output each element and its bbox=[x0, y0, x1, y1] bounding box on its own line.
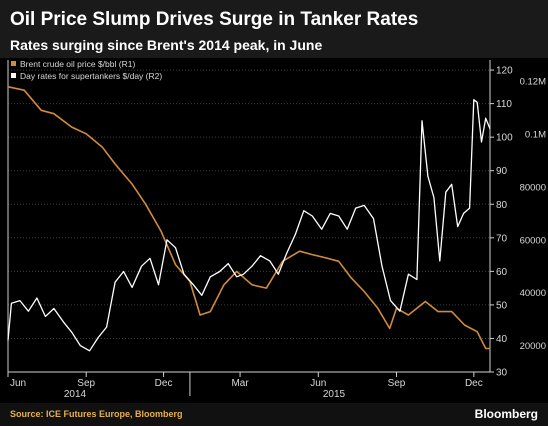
r1-tick-label: 40 bbox=[496, 334, 508, 345]
year-label-2015: 2015 bbox=[323, 389, 346, 400]
r1-tick-label: 60 bbox=[496, 267, 508, 278]
r1-tick-label: 50 bbox=[496, 300, 508, 311]
r1-tick-label: 100 bbox=[496, 133, 513, 144]
x-tick-label: Mar bbox=[231, 378, 249, 389]
chart-subtitle: Rates surging since Brent's 2014 peak, i… bbox=[10, 37, 322, 53]
x-tick-label: Sep bbox=[77, 378, 95, 389]
footer-band bbox=[0, 403, 548, 426]
legend-swatch-brent bbox=[11, 61, 16, 66]
x-tick-label: Jun bbox=[10, 378, 26, 389]
x-tick-label: Jun bbox=[310, 378, 326, 389]
series-line-tanker-rates bbox=[7, 99, 491, 352]
series-line-brent bbox=[7, 86, 490, 350]
r1-tick-label: 80 bbox=[496, 200, 508, 211]
x-tick-label: Dec bbox=[465, 378, 483, 389]
r2-tick-label: 40000 bbox=[520, 288, 546, 299]
r2-tick-label: 0.1M bbox=[525, 130, 546, 141]
legend: Brent crude oil price $/bbl (R1) Day rat… bbox=[11, 59, 162, 81]
r1-tick-label: 120 bbox=[496, 66, 513, 77]
year-label-2014: 2014 bbox=[64, 389, 87, 400]
legend-swatch-tanker bbox=[11, 73, 16, 78]
chart-title: Oil Price Slump Drives Surge in Tanker R… bbox=[10, 9, 418, 30]
r2-tick-label: 80000 bbox=[520, 182, 546, 193]
series-layer bbox=[7, 86, 491, 352]
r1-tick-label: 110 bbox=[496, 99, 512, 110]
x-tick-label: Dec bbox=[155, 378, 173, 389]
bloomberg-logo: Bloomberg bbox=[475, 407, 538, 421]
legend-label-tanker: Day rates for supertankers $/day (R2) bbox=[20, 71, 162, 81]
x-axis-ticks: Jun Sep Dec Mar Jun Sep Dec bbox=[7, 372, 483, 396]
r2-tick-label: 60000 bbox=[520, 235, 546, 246]
source-note: Source: ICE Futures Europe, Bloomberg bbox=[10, 409, 183, 419]
r2-tick-label: 0.12M bbox=[520, 77, 546, 88]
r1-axis-ticks: 120 110 100 90 80 70 60 50 40 30 bbox=[490, 66, 513, 379]
title-band bbox=[0, 0, 548, 58]
r1-tick-label: 90 bbox=[496, 166, 508, 177]
r1-tick-label: 30 bbox=[496, 368, 508, 379]
r2-tick-label: 20000 bbox=[520, 341, 546, 352]
x-tick-label: Sep bbox=[388, 378, 406, 389]
r1-tick-label: 70 bbox=[496, 233, 508, 244]
legend-label-brent: Brent crude oil price $/bbl (R1) bbox=[20, 59, 135, 69]
r2-axis-ticks: 0.12M 0.1M 80000 60000 40000 20000 bbox=[520, 77, 547, 352]
